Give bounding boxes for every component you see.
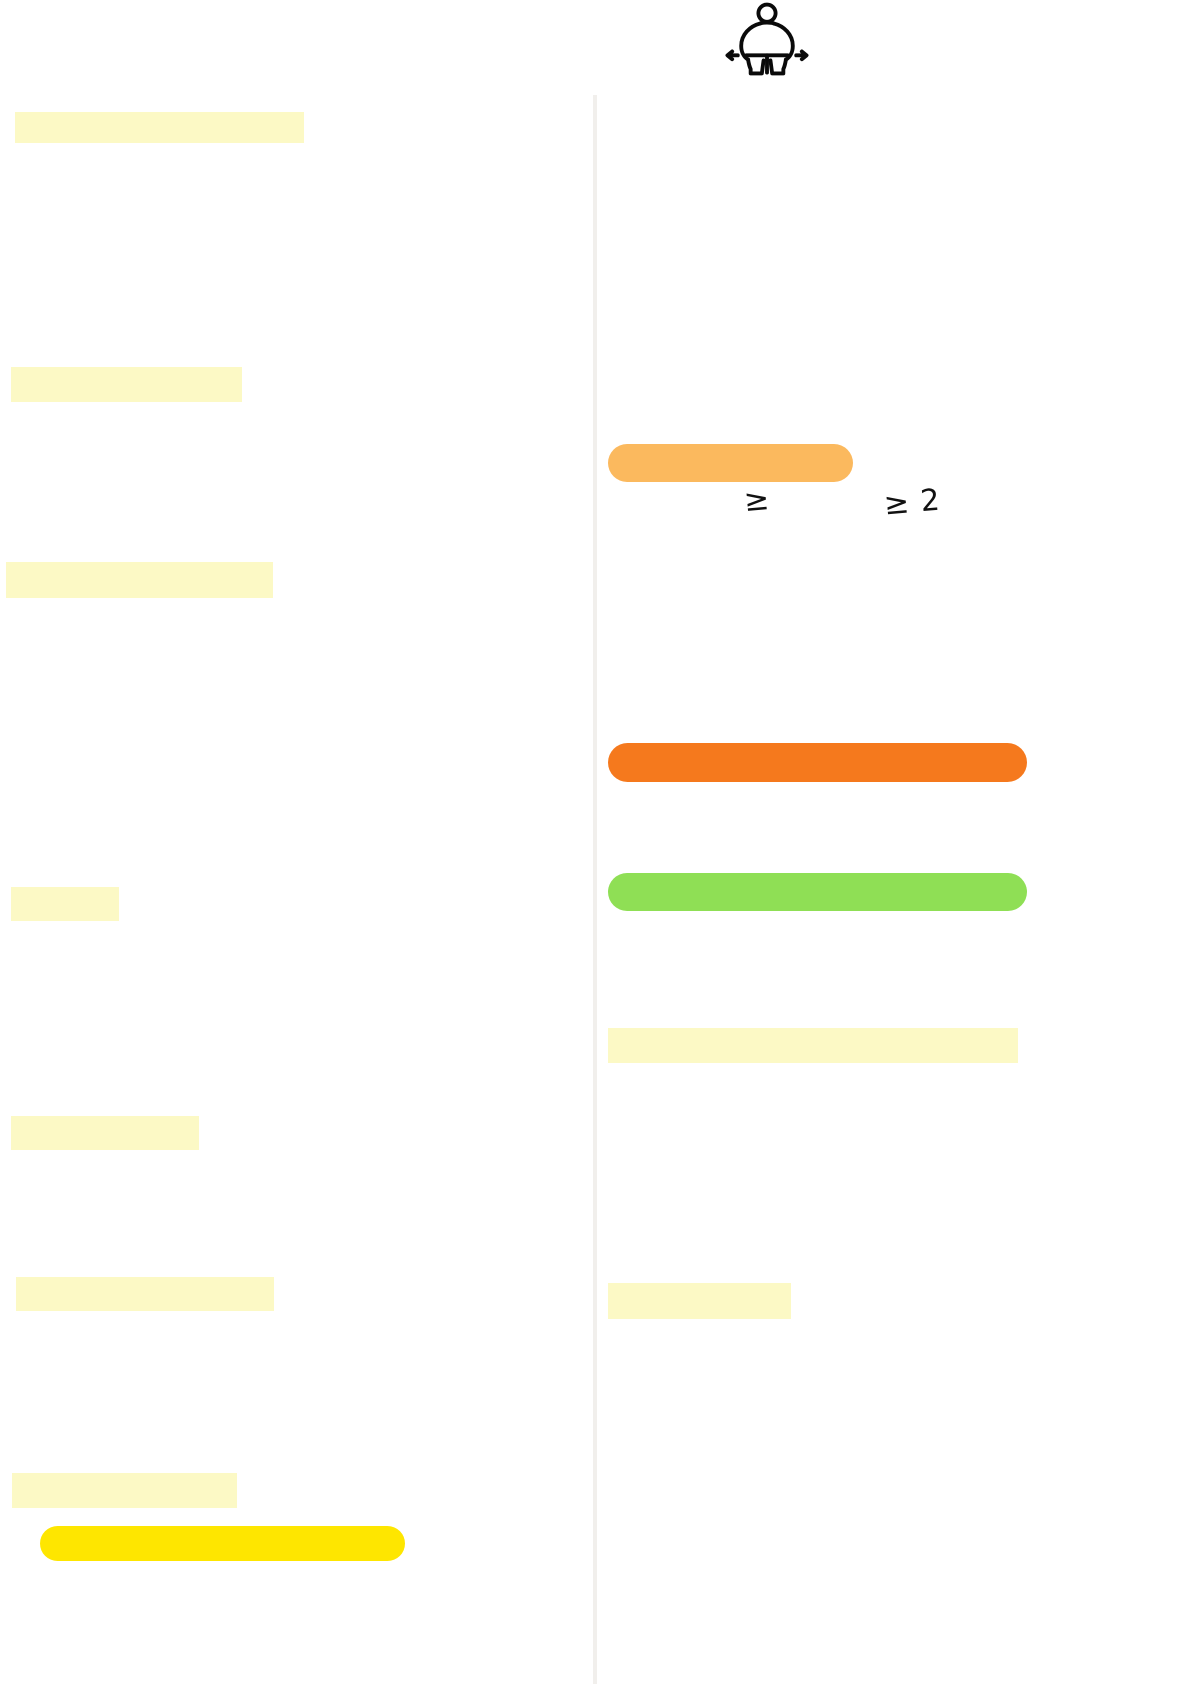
bright-yellow-pill-highlight bbox=[40, 1526, 405, 1561]
highlight-mark-left-7 bbox=[12, 1473, 237, 1508]
highlight-mark-right-2 bbox=[608, 1283, 791, 1319]
dark-orange-pill-highlight bbox=[608, 743, 1027, 782]
highlight-mark-left-3 bbox=[6, 562, 273, 598]
person-icon-svg bbox=[725, 2, 809, 76]
light-orange-pill-highlight bbox=[608, 444, 853, 482]
highlight-mark-left-5 bbox=[11, 1116, 199, 1150]
highlight-mark-left-1 bbox=[15, 112, 304, 143]
highlight-mark-left-4 bbox=[11, 887, 119, 921]
inequality-annotation-right: ≥ 2 bbox=[882, 482, 943, 523]
highlight-mark-right-1 bbox=[608, 1028, 1018, 1063]
inequality-annotation-left: ≥ bbox=[742, 481, 772, 520]
highlight-mark-left-6 bbox=[16, 1277, 274, 1311]
green-pill-highlight bbox=[608, 873, 1027, 911]
overweight-person-with-waist-arrows-icon bbox=[724, 2, 810, 88]
highlight-mark-left-2 bbox=[11, 367, 242, 402]
column-divider bbox=[593, 95, 597, 1684]
